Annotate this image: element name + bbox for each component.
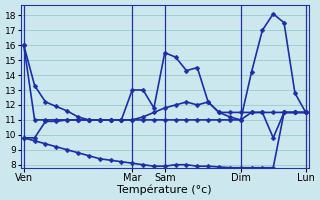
X-axis label: Température (°c): Température (°c) <box>117 185 212 195</box>
